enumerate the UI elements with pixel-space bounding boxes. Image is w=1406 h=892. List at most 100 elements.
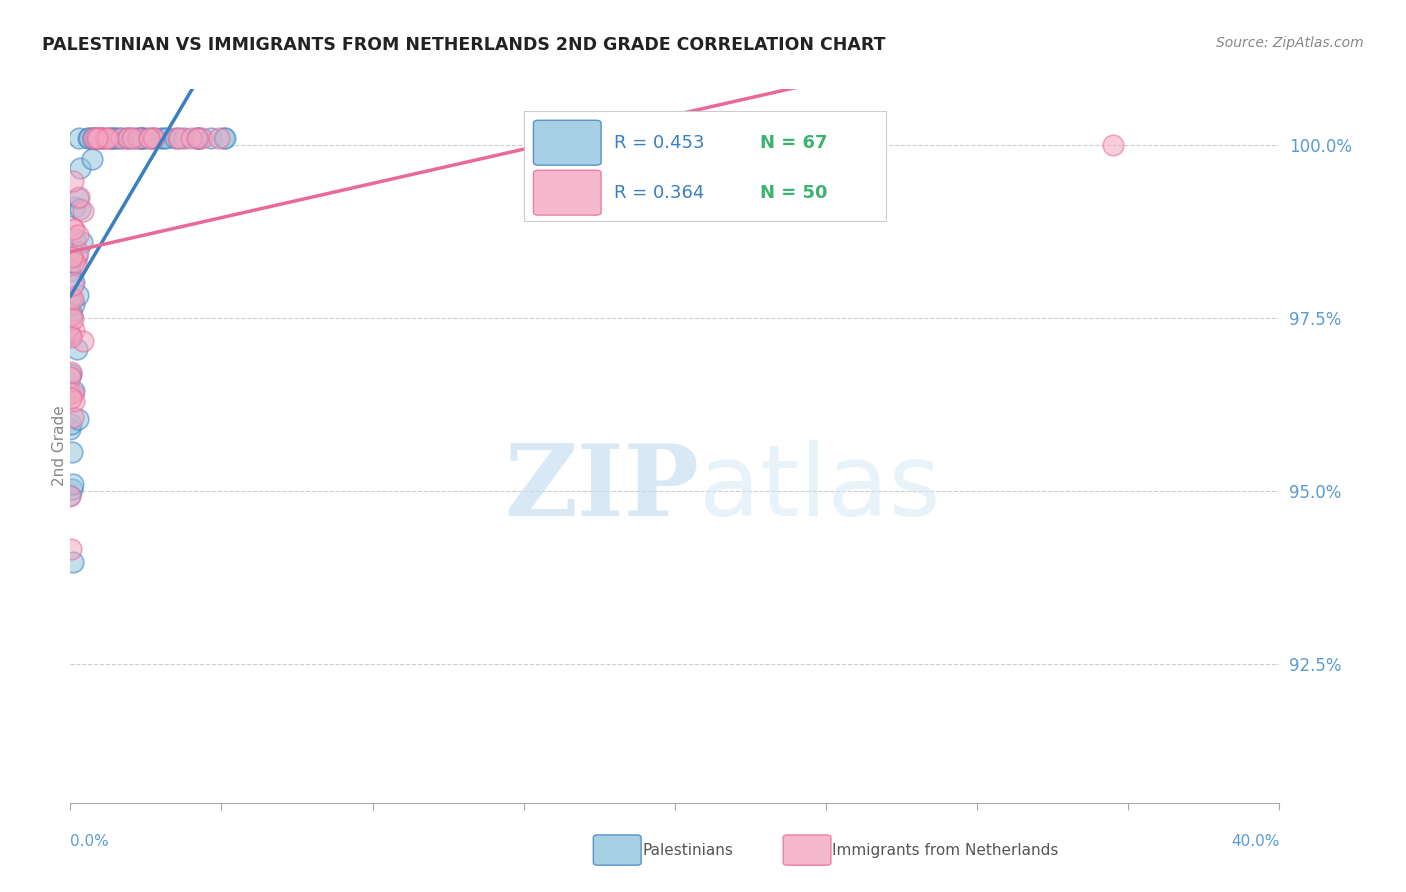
Point <box>128 130 150 145</box>
Point <box>59 542 82 557</box>
Point <box>60 309 83 323</box>
Point <box>200 130 222 145</box>
Point <box>59 309 82 323</box>
Point <box>59 294 82 309</box>
Text: Immigrants from Netherlands: Immigrants from Netherlands <box>832 843 1059 857</box>
Point <box>155 130 177 145</box>
Point <box>101 130 124 145</box>
Point <box>62 296 84 310</box>
Point <box>167 130 190 145</box>
Text: 0.0%: 0.0% <box>70 834 110 849</box>
Text: ZIP: ZIP <box>505 441 699 537</box>
Point <box>59 328 82 343</box>
Text: atlas: atlas <box>699 441 941 537</box>
Point <box>62 222 84 236</box>
Point <box>94 130 117 145</box>
Point <box>121 130 143 145</box>
Point <box>127 130 149 145</box>
FancyBboxPatch shape <box>524 111 887 221</box>
Point <box>214 130 236 145</box>
Point <box>79 130 101 145</box>
Point <box>62 292 84 306</box>
Point <box>98 130 121 145</box>
Point <box>86 130 108 145</box>
Text: N = 50: N = 50 <box>759 184 827 202</box>
FancyBboxPatch shape <box>533 170 602 215</box>
Point <box>59 253 82 268</box>
Point <box>62 222 84 236</box>
Point <box>173 130 195 145</box>
Point <box>110 130 132 145</box>
Point <box>82 130 104 145</box>
Point <box>63 323 86 337</box>
Point <box>59 328 82 343</box>
Point <box>59 290 82 304</box>
Point <box>87 130 110 145</box>
Point <box>131 130 153 145</box>
Point <box>76 130 98 145</box>
Y-axis label: 2nd Grade: 2nd Grade <box>52 406 66 486</box>
Point <box>62 254 84 268</box>
Point <box>82 130 104 145</box>
Point <box>72 204 94 219</box>
Point <box>94 130 117 145</box>
Point <box>66 244 89 259</box>
Point <box>167 130 190 145</box>
Point <box>165 130 187 145</box>
Point <box>60 304 83 318</box>
Point <box>180 130 202 145</box>
Point <box>1102 137 1125 152</box>
Point <box>59 368 82 382</box>
Point <box>105 130 128 145</box>
Point <box>62 277 84 292</box>
Point <box>83 130 105 145</box>
Text: Palestinians: Palestinians <box>643 843 734 857</box>
Point <box>103 130 125 145</box>
Point <box>187 130 209 145</box>
Point <box>65 342 87 356</box>
Point <box>86 130 108 145</box>
Point <box>60 365 83 379</box>
Point <box>115 130 138 145</box>
Point <box>60 417 83 432</box>
Point <box>59 489 82 503</box>
Point <box>62 312 84 326</box>
Text: R = 0.364: R = 0.364 <box>614 184 704 202</box>
Point <box>142 130 165 145</box>
Point <box>117 130 139 145</box>
Point <box>62 384 84 398</box>
Point <box>142 130 165 145</box>
Point <box>65 255 87 269</box>
Text: R = 0.453: R = 0.453 <box>614 134 704 152</box>
Point <box>153 130 176 145</box>
Point <box>82 152 104 166</box>
Point <box>67 191 90 205</box>
Point <box>62 385 84 400</box>
Point <box>59 386 82 401</box>
Point <box>138 130 160 145</box>
FancyBboxPatch shape <box>533 120 602 165</box>
Point <box>67 190 90 204</box>
Text: Source: ZipAtlas.com: Source: ZipAtlas.com <box>1216 36 1364 50</box>
Point <box>87 130 110 145</box>
Point <box>191 130 214 145</box>
Point <box>208 130 231 145</box>
Point <box>62 555 84 569</box>
Point <box>60 329 83 343</box>
Point <box>60 445 83 459</box>
Point <box>59 370 82 384</box>
Point <box>62 174 84 188</box>
Point <box>138 130 160 145</box>
Point <box>97 130 120 145</box>
Point <box>59 422 82 436</box>
Point <box>110 130 132 145</box>
Point <box>150 130 173 145</box>
Point <box>186 130 208 145</box>
Point <box>90 130 112 145</box>
Point <box>63 275 86 289</box>
Point <box>214 130 236 145</box>
Point <box>62 476 84 491</box>
Point <box>186 130 208 145</box>
Point <box>62 409 84 424</box>
Text: PALESTINIAN VS IMMIGRANTS FROM NETHERLANDS 2ND GRADE CORRELATION CHART: PALESTINIAN VS IMMIGRANTS FROM NETHERLAN… <box>42 36 886 54</box>
